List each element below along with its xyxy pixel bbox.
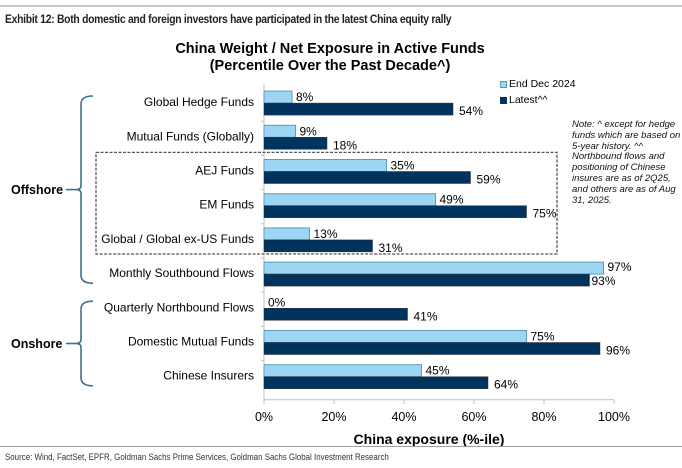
bar-latest — [263, 171, 471, 184]
x-tick-label: 100% — [598, 410, 630, 424]
legend-item-end-dec-2024: End Dec 2024 — [500, 76, 576, 92]
group-label: Onshore — [11, 337, 62, 351]
bar-latest — [263, 376, 489, 389]
data-label-latest: 31% — [379, 241, 403, 255]
legend: End Dec 2024 Latest^^ — [500, 76, 576, 108]
chart-title-line1: China Weight / Net Exposure in Active Fu… — [175, 41, 485, 57]
x-tick-label: 0% — [255, 410, 273, 424]
category-label: Chinese Insurers — [163, 369, 254, 383]
bar-latest — [263, 205, 527, 218]
bar-end-dec-2024 — [263, 124, 296, 138]
data-label-end-dec-2024: 49% — [440, 193, 464, 207]
data-label-latest: 18% — [333, 138, 357, 152]
legend-label-end-dec-2024: End Dec 2024 — [509, 78, 576, 90]
x-tick-label: 60% — [461, 410, 486, 424]
bar-end-dec-2024 — [263, 90, 293, 104]
x-tick-label: 80% — [531, 410, 556, 424]
data-label-end-dec-2024: 75% — [531, 330, 555, 344]
bar-end-dec-2024 — [263, 193, 436, 207]
category-label: Global / Global ex-US Funds — [101, 232, 254, 246]
category-label: Mutual Funds (Globally) — [127, 129, 254, 143]
legend-item-latest: Latest^^ — [500, 92, 576, 108]
bar-latest — [263, 342, 601, 355]
bar-latest — [263, 273, 590, 287]
data-label-end-dec-2024: 45% — [426, 364, 450, 378]
chart-title-line2: (Percentile Over the Past Decade^) — [209, 58, 451, 74]
bottom-rule — [0, 446, 682, 447]
data-label-latest: 96% — [606, 344, 630, 358]
category-label: EM Funds — [199, 198, 254, 212]
category-label: Quarterly Northbound Flows — [104, 300, 254, 314]
chart-title: China Weight / Net Exposure in Active Fu… — [150, 41, 510, 75]
category-label: Monthly Southbound Flows — [109, 266, 254, 280]
x-tick-label: 40% — [391, 410, 416, 424]
bar-latest — [263, 308, 408, 321]
data-label-latest: 41% — [414, 309, 438, 323]
data-label-end-dec-2024: 0% — [268, 295, 286, 309]
bar-end-dec-2024 — [263, 364, 422, 378]
bar-latest — [263, 102, 454, 116]
bar-end-dec-2024 — [263, 159, 387, 172]
bar-end-dec-2024 — [263, 330, 527, 343]
category-label: AEJ Funds — [195, 164, 254, 178]
chart-note: Note: ^ except for hedge funds which are… — [572, 119, 681, 206]
data-label-end-dec-2024: 35% — [391, 159, 415, 173]
group-bracket — [75, 300, 94, 387]
x-tick-label: 20% — [321, 410, 346, 424]
data-label-latest: 93% — [592, 274, 616, 288]
group-label: Offshore — [11, 183, 63, 197]
bar-latest — [263, 137, 328, 150]
group-bracket — [75, 95, 94, 284]
data-label-latest: 54% — [459, 104, 483, 118]
legend-label-latest: Latest^^ — [509, 94, 548, 106]
source-text: Source: Wind, FactSet, EPFR, Goldman Sac… — [5, 452, 389, 462]
bar-end-dec-2024 — [263, 261, 604, 275]
exhibit-title: Exhibit 12: Both domestic and foreign in… — [5, 14, 452, 26]
legend-swatch-latest — [500, 96, 507, 104]
category-label: Global Hedge Funds — [144, 95, 254, 109]
bar-latest — [263, 239, 373, 253]
data-label-end-dec-2024: 13% — [314, 227, 338, 241]
data-label-end-dec-2024: 8% — [296, 90, 314, 104]
x-axis-title: China exposure (%-ile) — [354, 431, 505, 447]
bar-end-dec-2024 — [263, 227, 310, 241]
data-label-latest: 59% — [477, 173, 501, 187]
data-label-end-dec-2024: 97% — [608, 260, 632, 274]
data-label-latest: 75% — [533, 207, 557, 221]
highlight-box — [95, 151, 558, 255]
data-label-latest: 64% — [494, 378, 518, 392]
data-label-end-dec-2024: 9% — [300, 124, 318, 138]
top-rule — [0, 5, 682, 7]
legend-swatch-end-dec-2024 — [500, 80, 507, 88]
category-label: Domestic Mutual Funds — [128, 335, 254, 349]
